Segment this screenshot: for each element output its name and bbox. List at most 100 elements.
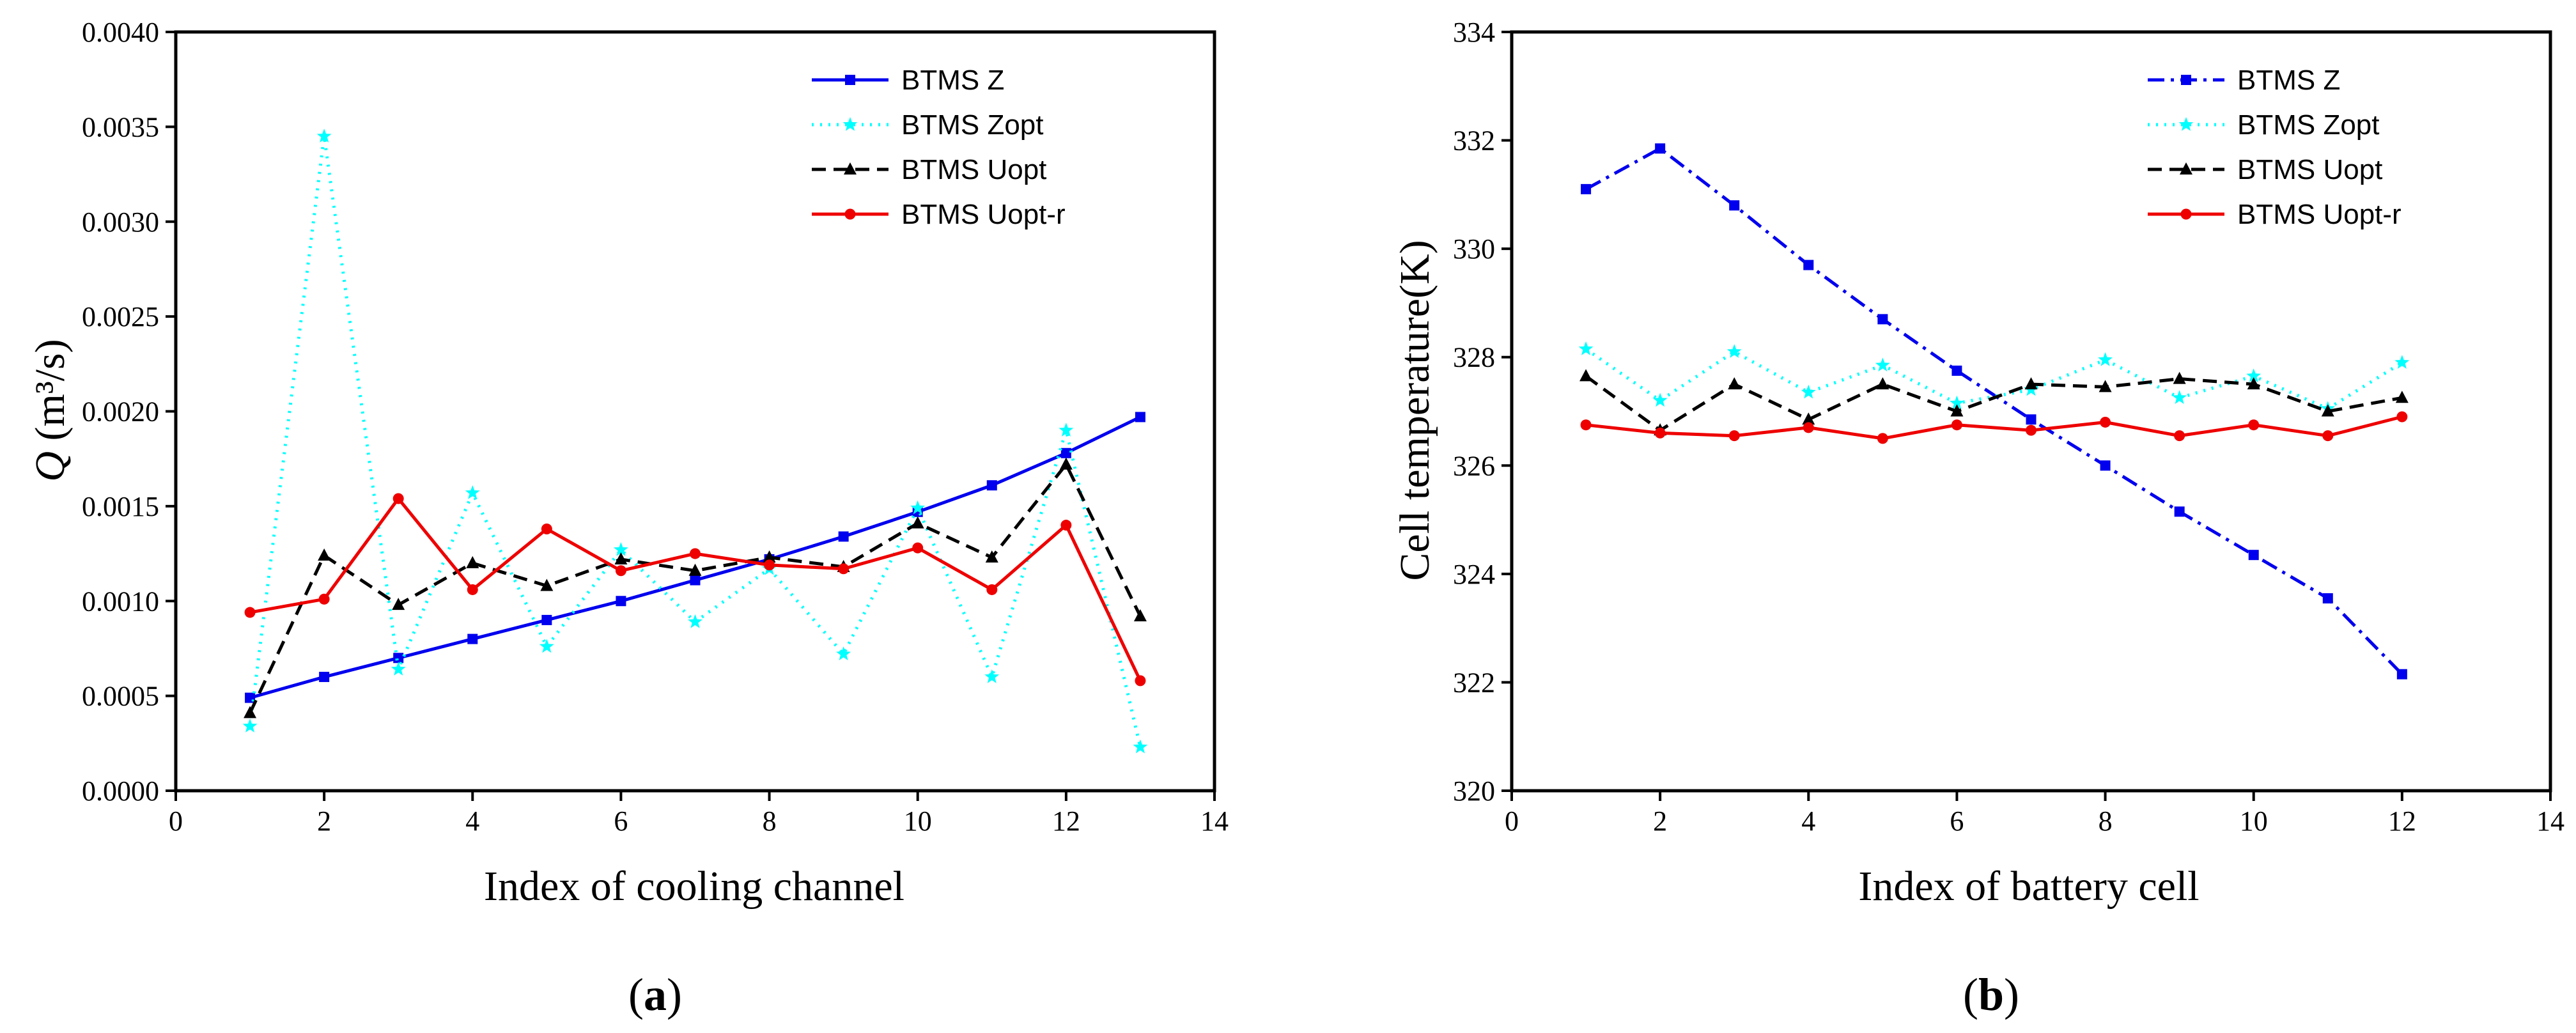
caption-a: (a) xyxy=(628,969,682,1020)
data-point-btms-zopt xyxy=(316,128,332,143)
legend-marker-btms-zopt xyxy=(2178,117,2194,131)
data-point-btms-z xyxy=(393,653,404,664)
y-tick-label: 0.0020 xyxy=(82,396,159,428)
data-point-btms-uopt-r xyxy=(467,584,478,595)
legend-marker-btms-zopt xyxy=(842,117,858,131)
data-point-btms-zopt xyxy=(1652,392,1668,407)
plot-frame xyxy=(174,30,1216,793)
data-point-btms-uopt xyxy=(2321,404,2334,417)
data-point-btms-uopt-r xyxy=(838,563,850,575)
data-point-btms-z xyxy=(690,575,701,586)
data-point-btms-uopt xyxy=(2173,371,2186,384)
data-point-btms-uopt-r xyxy=(2322,430,2334,442)
series-line-btms-zopt xyxy=(1585,347,2403,410)
data-point-btms-uopt xyxy=(614,552,628,564)
legend-label-btms-z: BTMS Z xyxy=(2237,65,2340,96)
data-point-btms-uopt xyxy=(911,516,924,529)
y-tick-label: 0.0000 xyxy=(82,775,159,807)
data-point-btms-uopt xyxy=(1876,377,1889,390)
data-point-btms-zopt xyxy=(465,485,480,499)
x-tick-label: 10 xyxy=(904,805,932,837)
data-point-btms-uopt xyxy=(1133,609,1147,621)
x-tick-label: 10 xyxy=(2240,805,2268,837)
data-point-btms-z xyxy=(616,596,626,607)
y-tick-label: 0.0005 xyxy=(82,681,159,712)
y-tick-label: 0.0030 xyxy=(82,206,159,238)
legend-label-btms-z: BTMS Z xyxy=(901,65,1004,96)
series-line-btms-uopt-r xyxy=(1585,415,2403,440)
data-point-btms-uopt xyxy=(1059,457,1073,470)
data-point-btms-uopt xyxy=(318,548,331,561)
data-point-btms-z xyxy=(838,531,849,542)
data-point-btms-z xyxy=(1803,260,1814,270)
x-tick-label: 6 xyxy=(614,805,628,837)
y-tick-label: 0.0025 xyxy=(82,301,159,332)
legend-label-btms-zopt: BTMS Zopt xyxy=(901,109,1044,141)
data-point-btms-z xyxy=(1951,365,1962,376)
data-point-btms-uopt xyxy=(763,550,776,563)
data-point-btms-zopt xyxy=(242,718,258,733)
data-point-btms-zopt xyxy=(1059,423,1074,437)
x-tick-label: 8 xyxy=(2099,805,2113,837)
legend-marker-btms-uopt xyxy=(844,162,857,175)
x-tick-label: 2 xyxy=(1653,805,1667,837)
data-point-btms-z xyxy=(1877,314,1888,325)
data-point-btms-uopt-r xyxy=(541,523,552,534)
data-point-btms-zopt xyxy=(984,669,1000,683)
series-line-btms-z xyxy=(1585,146,2403,676)
x-tick-label: 4 xyxy=(465,805,479,837)
legend-marker-btms-z xyxy=(2181,75,2191,85)
data-point-btms-z xyxy=(1655,143,1666,154)
data-point-btms-uopt xyxy=(2395,391,2409,403)
data-point-btms-uopt-r xyxy=(392,493,404,504)
data-point-btms-zopt xyxy=(910,500,926,515)
data-point-btms-uopt xyxy=(2247,377,2260,390)
x-tick-label: 14 xyxy=(2536,805,2564,837)
y-axis-label-b: Cell temperature(K) xyxy=(1392,240,1438,580)
data-point-btms-zopt xyxy=(2246,368,2262,383)
x-tick-label: 14 xyxy=(1200,805,1229,837)
legend-label-btms-uopt: BTMS Uopt xyxy=(901,154,1046,185)
data-point-btms-z xyxy=(986,480,997,491)
data-point-btms-zopt xyxy=(391,662,406,676)
legend-label-btms-uopt-r: BTMS Uopt-r xyxy=(901,199,1066,230)
data-point-btms-zopt xyxy=(1578,341,1594,355)
x-tick-label: 8 xyxy=(763,805,777,837)
legend-label-btms-uopt: BTMS Uopt xyxy=(2237,154,2382,185)
data-point-btms-z xyxy=(2248,550,2259,561)
legend-label-btms-uopt-r: BTMS Uopt-r xyxy=(2237,199,2401,230)
legend-marker-btms-z xyxy=(845,75,855,85)
data-point-btms-uopt xyxy=(1728,377,1741,390)
y-axis-label-a: Q (m³/s) xyxy=(27,339,74,481)
data-point-btms-uopt xyxy=(2099,380,2112,392)
y-tick-label: 0.0035 xyxy=(82,111,159,143)
data-point-btms-uopt xyxy=(985,550,998,563)
caption-b: (b) xyxy=(1963,969,2019,1020)
data-point-btms-uopt-r xyxy=(1951,419,1962,431)
data-point-btms-uopt-r xyxy=(244,607,256,618)
data-point-btms-z xyxy=(1135,412,1145,423)
data-point-btms-zopt xyxy=(1950,395,1964,410)
data-point-btms-zopt xyxy=(2172,390,2187,404)
data-point-btms-uopt-r xyxy=(2174,430,2185,442)
data-point-btms-uopt-r xyxy=(1135,675,1146,687)
y-tick-label: 324 xyxy=(1453,559,1495,590)
data-point-btms-uopt xyxy=(1579,369,1593,382)
x-axis-label-a: Index of cooling channel xyxy=(484,863,904,910)
data-point-btms-uopt xyxy=(688,563,702,576)
data-point-btms-uopt xyxy=(392,598,405,610)
data-point-btms-zopt xyxy=(688,614,702,628)
legend-marker-btms-uopt-r xyxy=(844,208,856,220)
data-point-btms-z xyxy=(1581,183,1592,194)
data-point-btms-zopt xyxy=(836,646,851,660)
data-point-btms-uopt xyxy=(540,579,554,591)
y-tick-label: 328 xyxy=(1453,342,1495,373)
y-tick-label: 326 xyxy=(1453,450,1495,481)
data-point-btms-uopt-r xyxy=(1060,520,1072,531)
data-point-btms-z xyxy=(2174,506,2185,517)
data-point-btms-uopt-r xyxy=(1580,419,1592,431)
data-point-btms-uopt-r xyxy=(1728,430,1740,442)
y-tick-label: 332 xyxy=(1453,125,1495,157)
data-point-btms-z xyxy=(2100,460,2111,471)
x-axis-label-b: Index of battery cell xyxy=(1858,863,2199,910)
